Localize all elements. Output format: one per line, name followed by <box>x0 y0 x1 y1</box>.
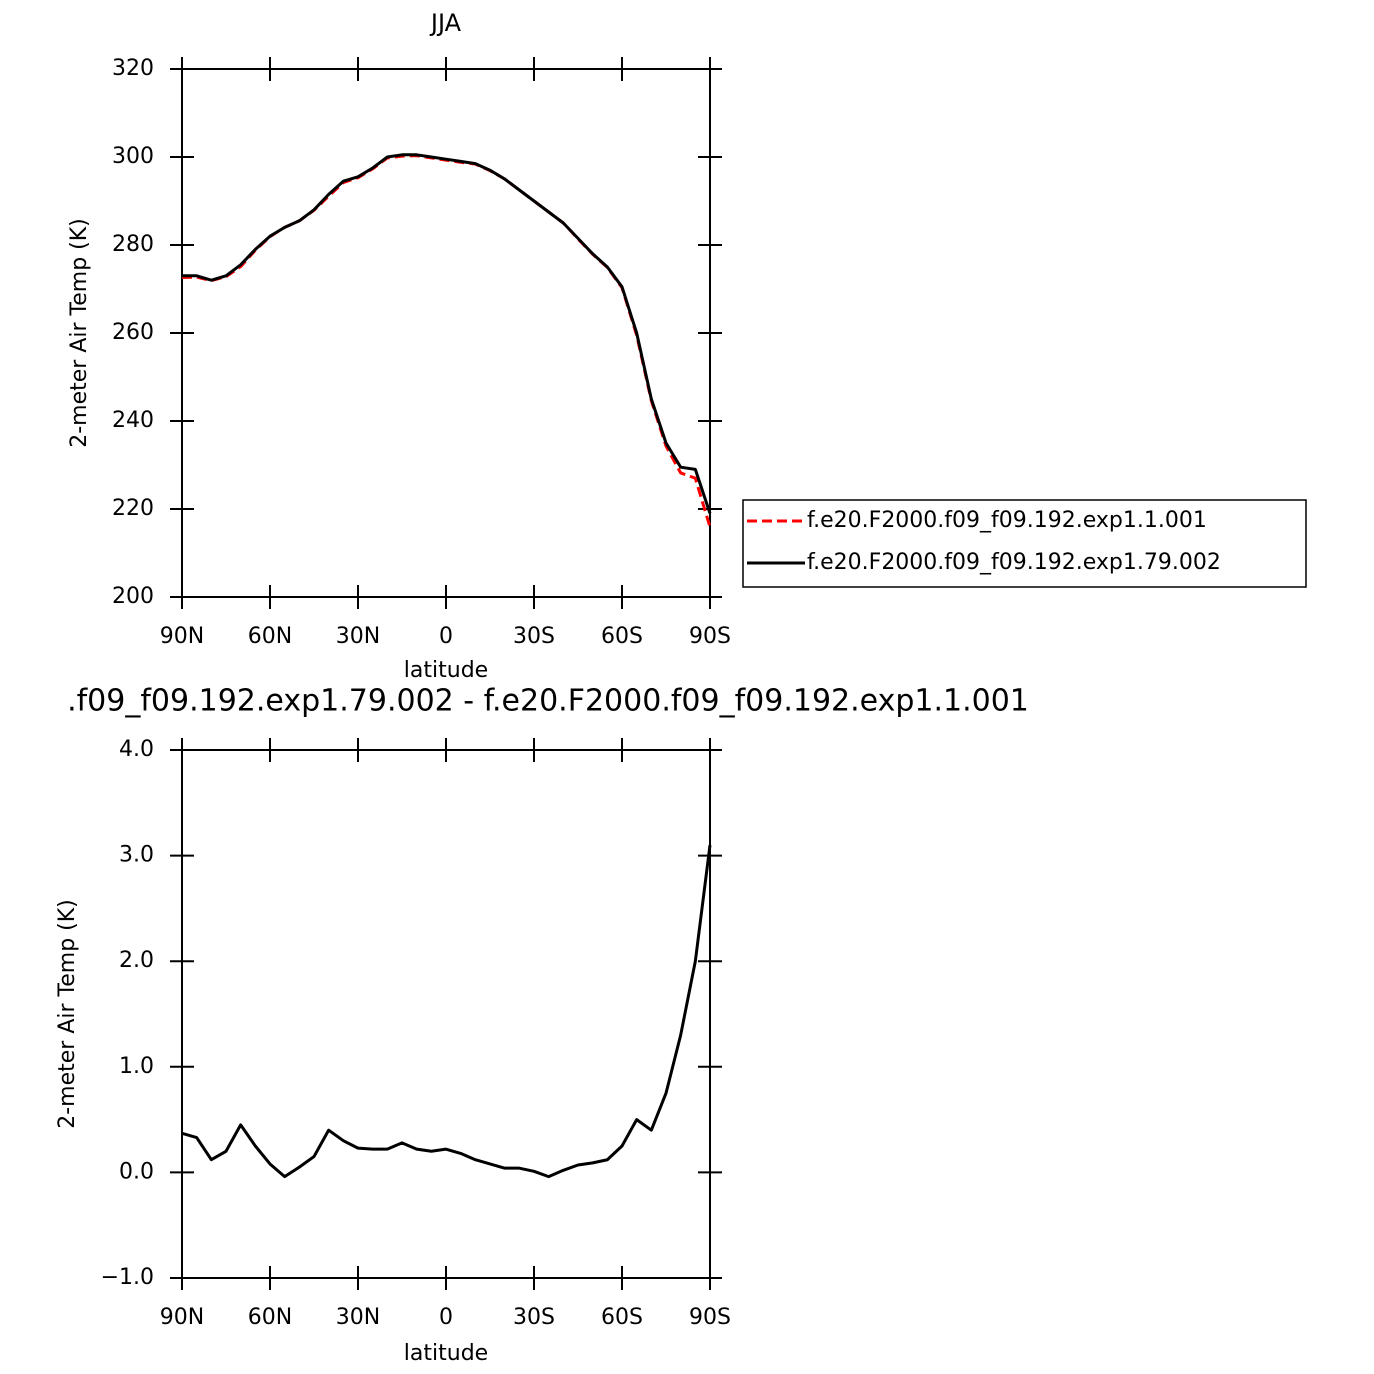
y-tick-label: 4.0 <box>119 737 154 762</box>
series-line <box>181 844 712 1179</box>
x-tick-label: 90S <box>689 1305 731 1330</box>
x-tick-label: 30N <box>336 624 380 649</box>
y-tick-label: 260 <box>112 320 154 345</box>
y-tick-label: 300 <box>112 144 154 169</box>
y-tick-label: 2.0 <box>119 948 154 973</box>
y-tick-label: 280 <box>112 232 154 257</box>
plot-frame <box>181 68 711 598</box>
y-tick-label: 3.0 <box>119 843 154 868</box>
y-axis-label: 2-meter Air Temp (K) <box>55 899 80 1129</box>
legend-box <box>742 499 1307 588</box>
x-tick-label: 0 <box>439 624 453 649</box>
x-tick-label: 60N <box>248 1305 292 1330</box>
series-line <box>181 154 712 528</box>
y-tick-label: 240 <box>112 408 154 433</box>
y-tick-label: 0.0 <box>119 1159 154 1184</box>
x-tick-label: 60N <box>248 624 292 649</box>
x-tick-label: 90N <box>160 1305 204 1330</box>
x-tick-label: 30S <box>513 1305 555 1330</box>
legend-label: f.e20.F2000.f09_f09.192.exp1.79.002 <box>807 550 1221 575</box>
plot-frame <box>181 749 711 1279</box>
chart-title: JJA <box>429 9 462 37</box>
y-tick-label: 1.0 <box>119 1054 154 1079</box>
y-tick-label: 320 <box>112 56 154 81</box>
x-tick-label: 0 <box>439 1305 453 1330</box>
x-axis-label: latitude <box>404 1341 488 1366</box>
y-tick-label: −1.0 <box>101 1265 154 1290</box>
y-axis-label: 2-meter Air Temp (K) <box>67 218 92 448</box>
x-tick-label: 30S <box>513 624 555 649</box>
x-tick-label: 30N <box>336 1305 380 1330</box>
x-axis-label: latitude <box>404 658 488 683</box>
x-tick-label: 90N <box>160 624 204 649</box>
chart-title: .f09_f09.192.exp1.79.002 - f.e20.F2000.f… <box>67 684 1029 719</box>
y-tick-label: 220 <box>112 496 154 521</box>
x-tick-label: 90S <box>689 624 731 649</box>
series-line <box>182 153 712 514</box>
x-tick-label: 60S <box>601 624 643 649</box>
y-tick-label: 200 <box>112 584 154 609</box>
legend-label: f.e20.F2000.f09_f09.192.exp1.1.001 <box>807 508 1207 533</box>
x-tick-label: 60S <box>601 1305 643 1330</box>
